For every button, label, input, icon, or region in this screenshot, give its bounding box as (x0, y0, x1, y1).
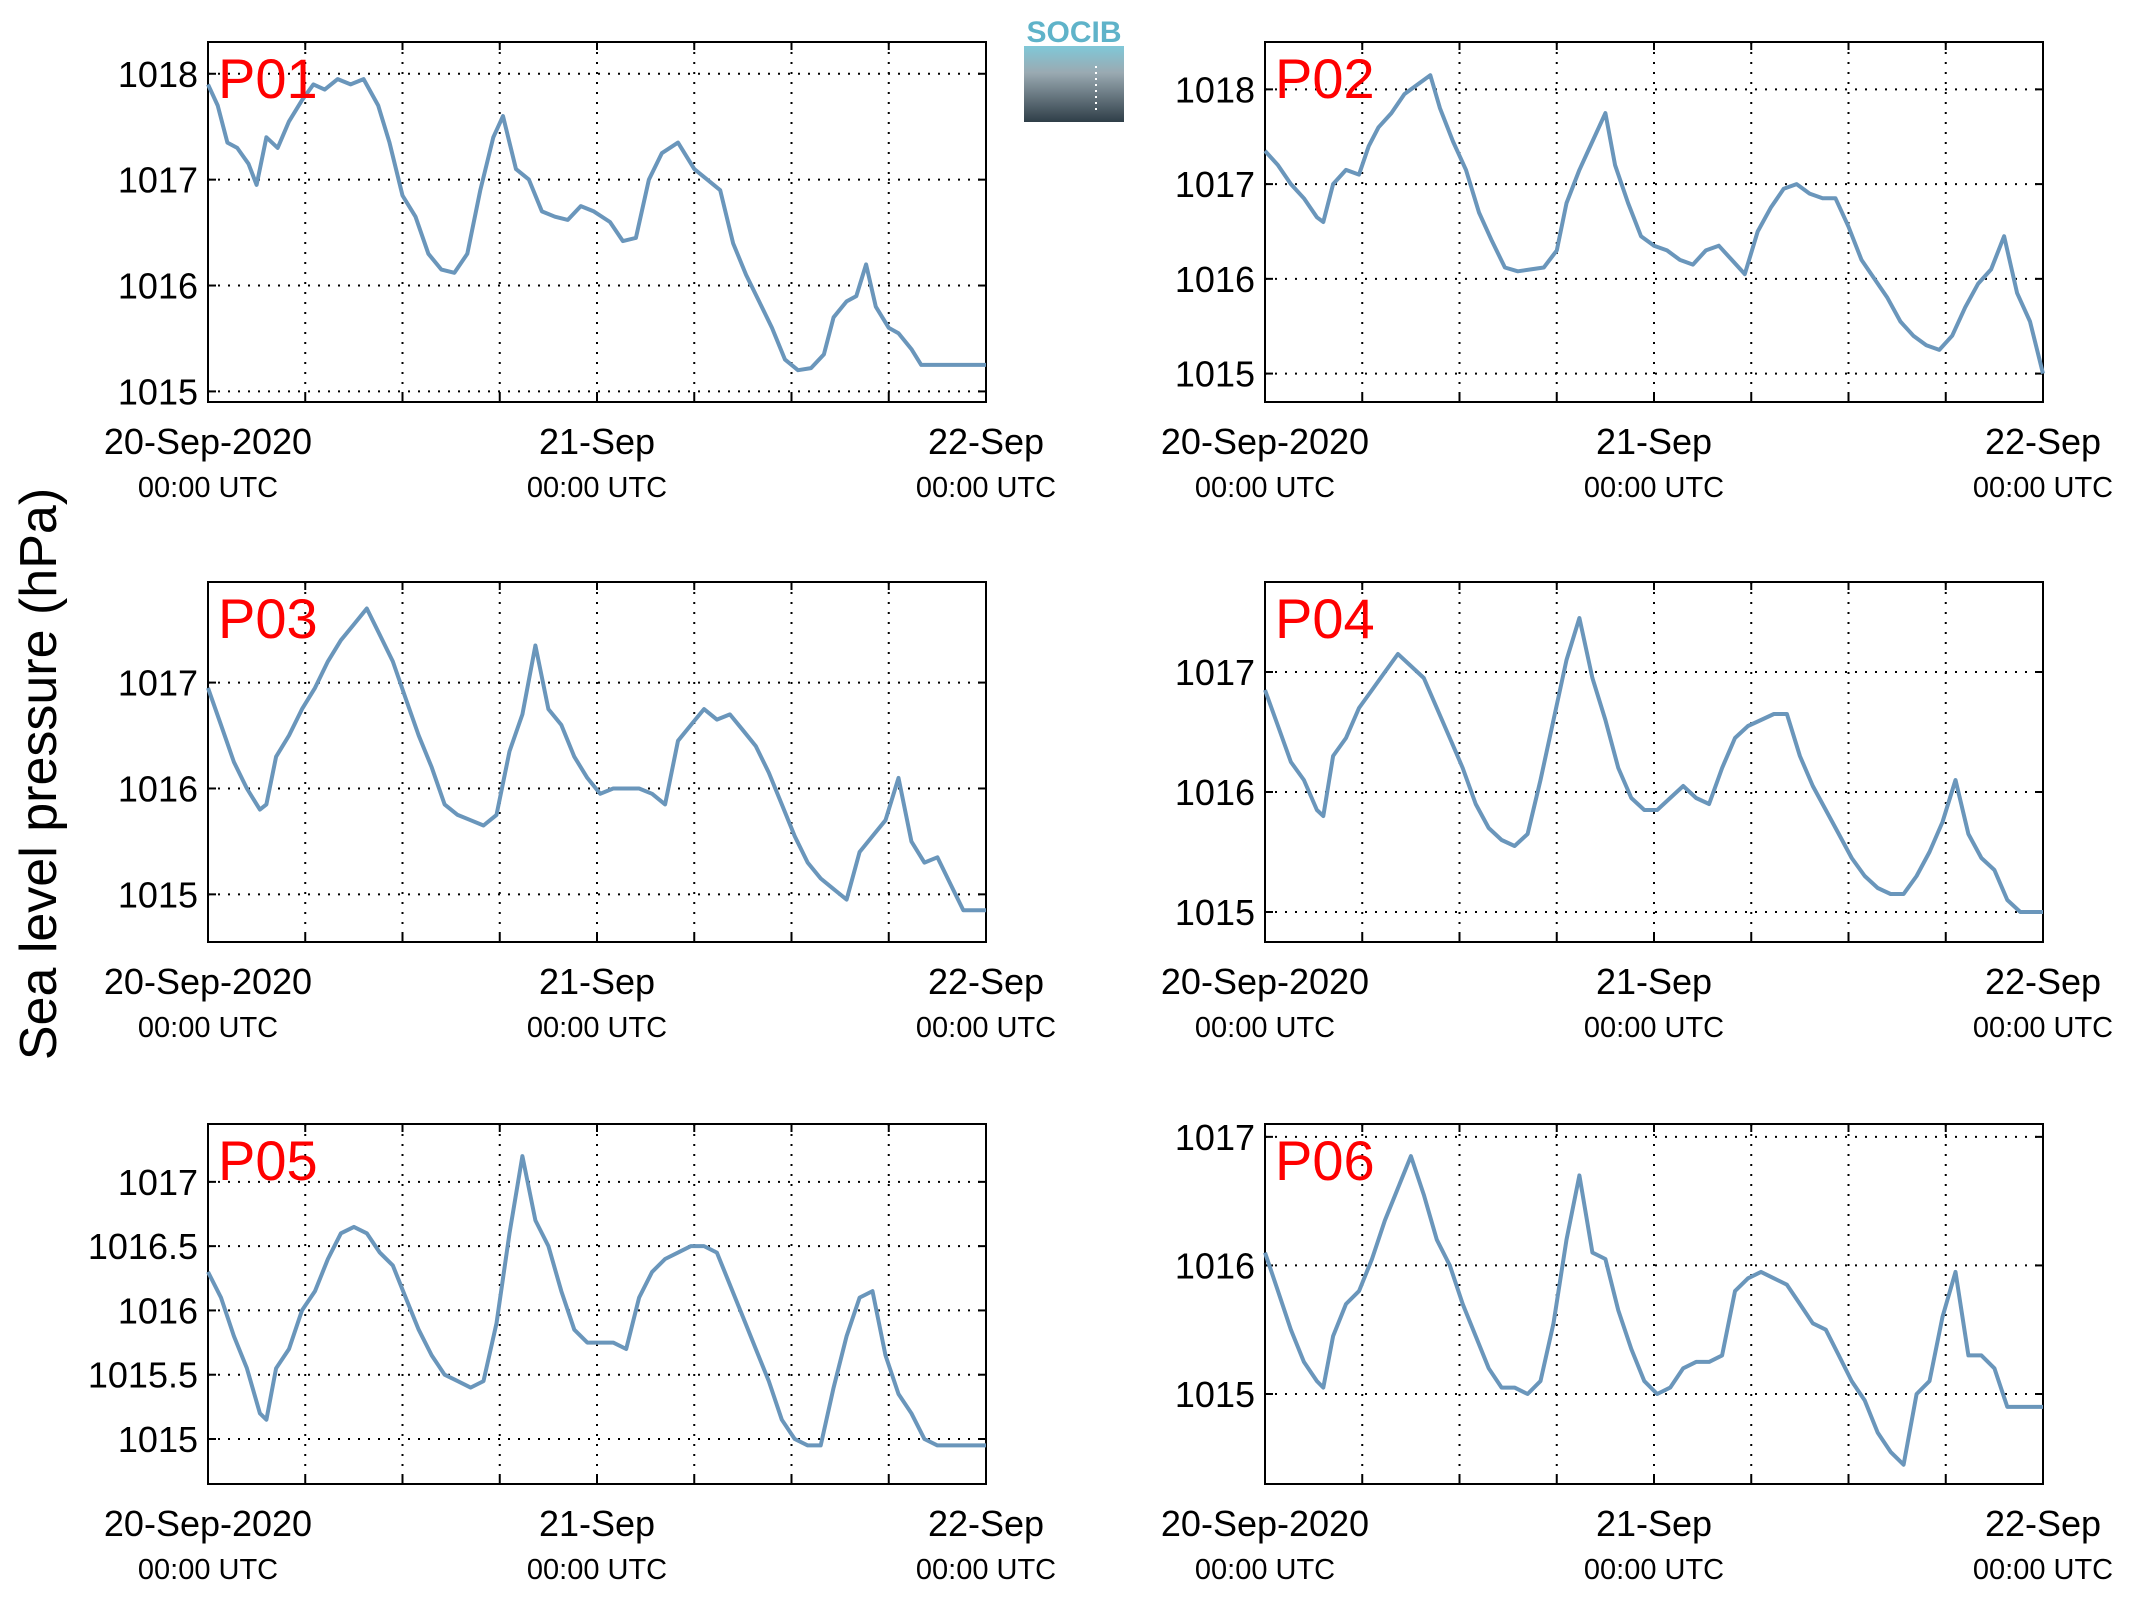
x-tick-label: 22-Sep (928, 421, 1044, 462)
x-tick-sublabel: 00:00 UTC (527, 472, 667, 504)
y-tick-label: 1016 (118, 768, 198, 809)
x-tick-label: 21-Sep (539, 1503, 655, 1544)
y-tick-label: 1016 (1175, 772, 1255, 813)
y-tick-label: 1017 (1175, 1117, 1255, 1158)
series-line (206, 77, 986, 373)
x-tick-sublabel: 00:00 UTC (1584, 1554, 1724, 1586)
y-tick-label: 1016 (118, 266, 198, 307)
panel-p06: 1015 1016 1017 20-Sep-2020 00:00 UTC 21-Sep 00… (1161, 1117, 2113, 1586)
y-tick-label: 1017 (118, 160, 198, 201)
y-axis-label: Sea level pressure (hPa) (10, 488, 68, 1060)
x-tick-label: 22-Sep (928, 1503, 1044, 1544)
x-tick-sublabel: 00:00 UTC (1973, 1012, 2113, 1044)
y-tick-label: 1017 (1175, 652, 1255, 693)
x-tick-label: 21-Sep (539, 421, 655, 462)
x-tick-label: 20-Sep-2020 (104, 421, 312, 462)
x-tick-sublabel: 00:00 UTC (1973, 1554, 2113, 1586)
series-line (1263, 616, 2043, 914)
x-tick-label: 21-Sep (1596, 421, 1712, 462)
panel-p05: 1015 1015.5 1016 1016.5 1017 20-Sep-2020 00:00… (88, 1123, 1056, 1586)
panel-label: P01 (218, 47, 318, 110)
x-tick-label: 21-Sep (1596, 961, 1712, 1002)
series-line (206, 606, 986, 913)
x-tick-sublabel: 00:00 UTC (1195, 472, 1335, 504)
panel-label: P04 (1275, 587, 1375, 650)
y-tick-label: 1018 (118, 54, 198, 95)
x-tick-label: 22-Sep (1985, 1503, 2101, 1544)
x-tick-label: 22-Sep (928, 961, 1044, 1002)
x-tick-label: 22-Sep (1985, 421, 2101, 462)
panel-label: P05 (218, 1129, 318, 1192)
x-tick-sublabel: 00:00 UTC (1973, 472, 2113, 504)
series-line (206, 1154, 986, 1448)
x-tick-label: 20-Sep-2020 (1161, 961, 1369, 1002)
panel-p04: 1015 1016 1017 20-Sep-2020 00:00 UTC 21-Sep 00… (1161, 581, 2113, 1044)
y-tick-label: 1017 (118, 1162, 198, 1203)
y-tick-label: 1016 (118, 1290, 198, 1331)
y-tick-label: 1015 (118, 371, 198, 412)
panel-label: P03 (218, 587, 318, 650)
y-tick-label: 1017 (1175, 164, 1255, 205)
y-tick-label: 1016.5 (88, 1226, 198, 1267)
logo-mark (1024, 46, 1124, 122)
panel-p01: 1015 1016 1017 1018 20-Sep-2020 00:00 UTC 21-S… (104, 41, 1056, 504)
panel-p02: 1015 1016 1017 1018 20-Sep-2020 00:00 UTC 21-S… (1161, 41, 2113, 504)
y-tick-label: 1016 (1175, 259, 1255, 300)
x-tick-label: 20-Sep-2020 (1161, 1503, 1369, 1544)
x-tick-sublabel: 00:00 UTC (916, 472, 1056, 504)
x-tick-sublabel: 00:00 UTC (138, 472, 278, 504)
y-tick-label: 1017 (118, 663, 198, 704)
x-tick-sublabel: 00:00 UTC (527, 1554, 667, 1586)
x-tick-sublabel: 00:00 UTC (1195, 1554, 1335, 1586)
y-tick-label: 1015 (118, 1419, 198, 1460)
x-tick-label: 20-Sep-2020 (1161, 421, 1369, 462)
y-tick-label: 1018 (1175, 69, 1255, 110)
y-tick-label: 1015.5 (88, 1355, 198, 1396)
y-tick-label: 1015 (118, 874, 198, 915)
panel-p03: 1015 1016 1017 20-Sep-2020 00:00 UTC 21-Sep 00… (104, 581, 1056, 1044)
x-tick-sublabel: 00:00 UTC (1584, 472, 1724, 504)
x-tick-sublabel: 00:00 UTC (1584, 1012, 1724, 1044)
panel-label: P06 (1275, 1129, 1375, 1192)
x-tick-sublabel: 00:00 UTC (916, 1554, 1056, 1586)
x-tick-sublabel: 00:00 UTC (1195, 1012, 1335, 1044)
x-tick-label: 22-Sep (1985, 961, 2101, 1002)
series-line (1263, 1154, 2043, 1467)
logo-text: SOCIB (1026, 16, 1121, 49)
x-tick-label: 20-Sep-2020 (104, 1503, 312, 1544)
x-tick-sublabel: 00:00 UTC (527, 1012, 667, 1044)
x-tick-label: 20-Sep-2020 (104, 961, 312, 1002)
x-tick-label: 21-Sep (1596, 1503, 1712, 1544)
socib-logo: SOCIB (1024, 16, 1124, 122)
x-tick-sublabel: 00:00 UTC (138, 1554, 278, 1586)
y-tick-label: 1015 (1175, 1374, 1255, 1415)
y-tick-label: 1015 (1175, 354, 1255, 395)
y-tick-label: 1016 (1175, 1245, 1255, 1286)
series-line (1263, 73, 2045, 375)
y-tick-label: 1015 (1175, 892, 1255, 933)
panel-label: P02 (1275, 47, 1375, 110)
x-tick-sublabel: 00:00 UTC (916, 1012, 1056, 1044)
x-tick-label: 21-Sep (539, 961, 655, 1002)
x-tick-sublabel: 00:00 UTC (138, 1012, 278, 1044)
